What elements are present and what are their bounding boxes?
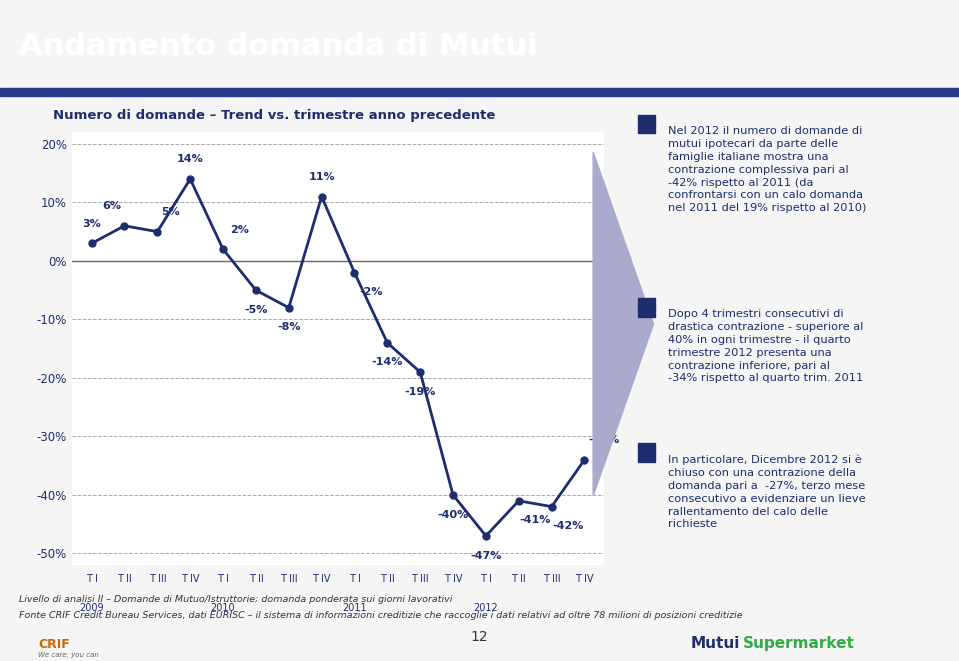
Text: T IV: T IV: [313, 574, 331, 584]
Text: 3%: 3%: [82, 219, 101, 229]
Text: Supermarket: Supermarket: [743, 636, 855, 651]
Text: -8%: -8%: [277, 323, 300, 332]
Text: T II: T II: [117, 574, 132, 584]
Text: Andamento domanda di Mutui: Andamento domanda di Mutui: [19, 32, 538, 61]
Text: 12: 12: [471, 631, 488, 644]
Text: 6%: 6%: [102, 201, 121, 211]
Text: Fonte CRIF Credit Bureau Services, dati EURISC – il sistema di informazioni cred: Fonte CRIF Credit Bureau Services, dati …: [19, 611, 743, 621]
Text: T I: T I: [348, 574, 361, 584]
Bar: [638, 444, 655, 462]
Text: Dopo 4 trimestri consecutivi di
drastica contrazione - superiore al
40% in ogni : Dopo 4 trimestri consecutivi di drastica…: [668, 309, 864, 383]
Text: -42%: -42%: [552, 522, 584, 531]
Text: T II: T II: [380, 574, 395, 584]
Text: 2009: 2009: [80, 603, 104, 613]
Text: T III: T III: [280, 574, 297, 584]
Text: Livello di analisi II – Domande di Mutuo/Istruttorie; domanda ponderata sui gior: Livello di analisi II – Domande di Mutuo…: [19, 595, 453, 604]
Text: T III: T III: [411, 574, 429, 584]
Text: T IV: T IV: [575, 574, 594, 584]
Text: T IV: T IV: [181, 574, 199, 584]
Text: -19%: -19%: [405, 387, 436, 397]
Text: T III: T III: [149, 574, 166, 584]
Text: -47%: -47%: [470, 551, 502, 561]
Text: 2012: 2012: [474, 603, 499, 613]
Text: -34%: -34%: [589, 435, 620, 446]
Text: T II: T II: [511, 574, 526, 584]
Text: Numero di domande – Trend vs. trimestre anno precedente: Numero di domande – Trend vs. trimestre …: [53, 109, 495, 122]
Text: 2%: 2%: [230, 225, 249, 235]
Bar: [638, 115, 655, 134]
Text: Mutui: Mutui: [690, 636, 739, 651]
Bar: [0, 88, 959, 96]
Text: T II: T II: [248, 574, 264, 584]
Text: 14%: 14%: [176, 155, 203, 165]
Text: 5%: 5%: [161, 207, 180, 217]
Polygon shape: [593, 152, 654, 496]
Text: T I: T I: [480, 574, 492, 584]
Bar: [638, 297, 655, 317]
Text: 2010: 2010: [211, 603, 235, 613]
Text: T I: T I: [217, 574, 229, 584]
Text: -5%: -5%: [245, 305, 268, 315]
Text: T III: T III: [543, 574, 560, 584]
Text: -40%: -40%: [437, 510, 469, 520]
Text: -2%: -2%: [360, 288, 383, 297]
Text: 2011: 2011: [342, 603, 366, 613]
Text: T I: T I: [85, 574, 98, 584]
Text: -14%: -14%: [372, 358, 403, 368]
Text: T IV: T IV: [444, 574, 462, 584]
Text: We care, you can: We care, you can: [38, 652, 99, 658]
Text: Nel 2012 il numero di domande di
mutui ipotecari da parte delle
famiglie italian: Nel 2012 il numero di domande di mutui i…: [668, 126, 867, 214]
Text: In particolare, Dicembre 2012 si è
chiuso con una contrazione della
domanda pari: In particolare, Dicembre 2012 si è chius…: [668, 455, 866, 529]
Text: -41%: -41%: [520, 516, 550, 525]
Text: CRIF: CRIF: [38, 638, 70, 651]
Text: 11%: 11%: [308, 172, 335, 182]
